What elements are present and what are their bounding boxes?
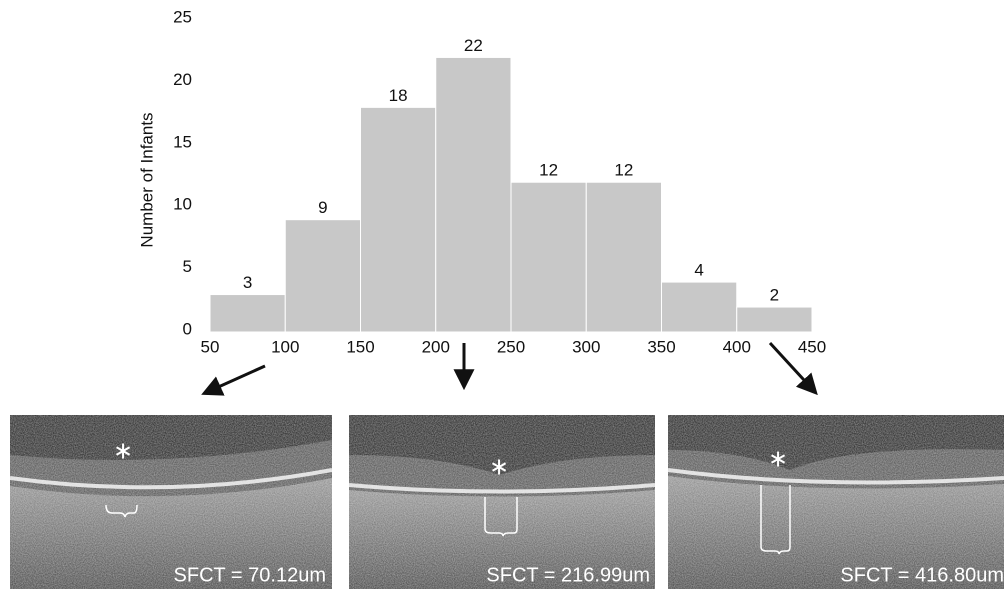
value-label: 9	[318, 198, 327, 217]
value-label: 18	[389, 86, 408, 105]
oct-image: ∗	[668, 415, 1004, 589]
value-label: 4	[694, 261, 703, 280]
arrow	[205, 366, 265, 393]
y-axis-label: Number of Infants	[137, 112, 156, 247]
annotation: SFCT = 216.99um	[486, 564, 650, 586]
x-tick-label: 250	[497, 337, 525, 356]
svg-text:∗: ∗	[489, 453, 509, 480]
y-tick-label: 25	[173, 7, 192, 26]
value-label: 2	[770, 286, 779, 305]
x-tick-label: 50	[201, 337, 220, 356]
annotation: SFCT = 70.12um	[174, 564, 326, 586]
y-tick-label: 0	[183, 319, 192, 338]
value-label: 12	[614, 161, 633, 180]
bar	[511, 182, 586, 332]
bar	[285, 220, 360, 332]
bar	[662, 282, 737, 332]
x-tick-label: 200	[422, 337, 450, 356]
x-tick-label: 150	[346, 337, 374, 356]
bar	[737, 307, 812, 332]
oct-image: ∗	[10, 415, 332, 589]
x-tick-label: 350	[647, 337, 675, 356]
x-tick-label: 300	[572, 337, 600, 356]
y-tick-label: 10	[173, 195, 192, 214]
y-tick-label: 15	[173, 132, 192, 151]
bar	[436, 57, 511, 332]
value-label: 22	[464, 36, 483, 55]
figure: Number of Infants 0 5 10 15 20 25 50 100 150 200 2…	[0, 0, 1004, 589]
bar	[586, 182, 661, 332]
plot: 0 5 10 15 20 25 50 100 150 200 250 300 350 400 450 3 9 18…	[173, 7, 826, 356]
value-label: 12	[539, 161, 558, 180]
x-tick-label: 450	[798, 337, 826, 356]
x-tick-label: 100	[271, 337, 299, 356]
x-tick-label: 400	[723, 337, 751, 356]
y-tick-label: 5	[183, 257, 192, 276]
annotation: SFCT = 416.80um	[840, 564, 1004, 586]
bar	[361, 107, 436, 332]
page: Number of Infants 0 5 10 15 20 25 50 100 150 200 2…	[0, 0, 1004, 589]
svg-text:∗: ∗	[768, 445, 788, 472]
oct-image: ∗	[349, 415, 655, 589]
bar	[210, 295, 285, 332]
y-tick-label: 20	[173, 70, 192, 89]
value-label: 3	[243, 273, 252, 292]
svg-text:∗: ∗	[113, 437, 133, 464]
